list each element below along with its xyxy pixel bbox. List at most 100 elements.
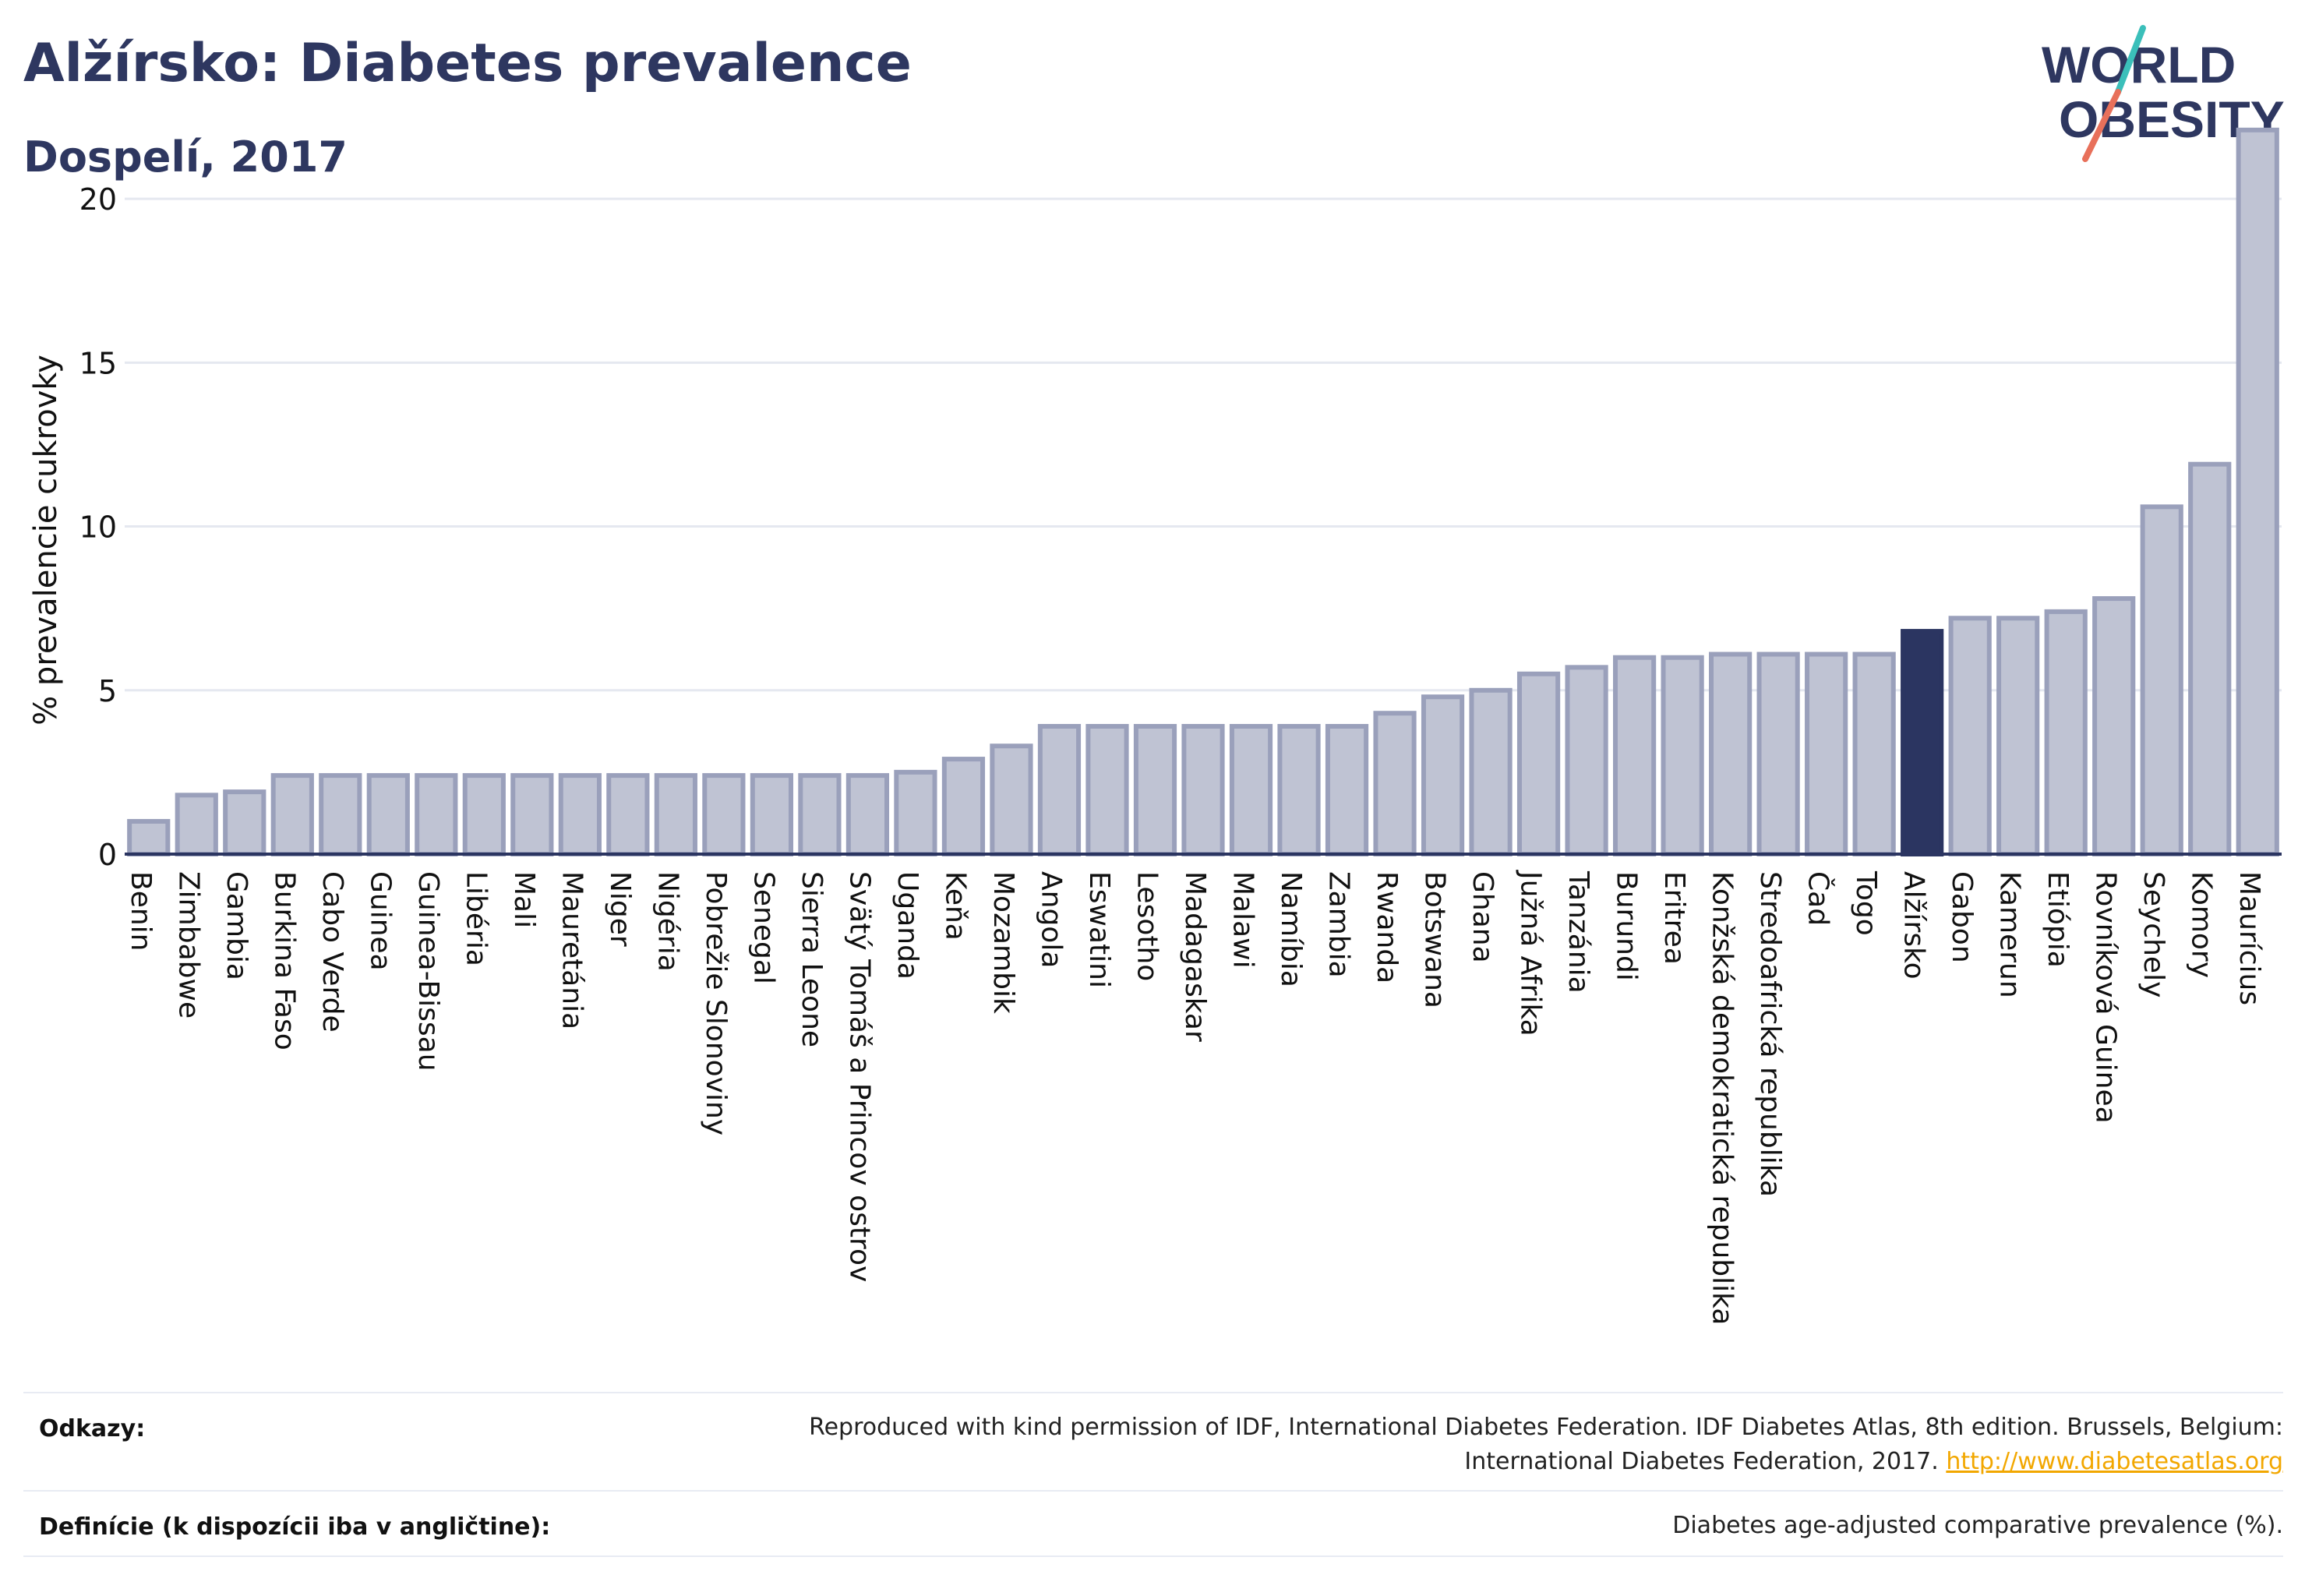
bar	[270, 773, 314, 856]
references-link[interactable]: http://www.diabetesatlas.org	[1946, 1448, 2283, 1475]
x-tick-label: Angola	[1035, 871, 1067, 968]
x-tick-label: Nigéria	[651, 871, 683, 972]
bar	[1948, 616, 1992, 857]
y-axis-ticks: 0 5 10 15 20	[79, 182, 117, 872]
x-tick-label: Ghana	[1467, 871, 1498, 963]
x-tick-label: Benin	[125, 871, 157, 951]
bar	[1181, 724, 1225, 856]
bar	[1133, 724, 1177, 856]
x-tick-label: Botswana	[1419, 871, 1451, 1008]
bar	[1661, 655, 1704, 856]
bar	[2236, 127, 2279, 857]
bar	[1565, 665, 1608, 857]
x-tick-label: Eswatini	[1083, 871, 1115, 988]
bar	[127, 818, 171, 857]
footer-divider-bottom	[23, 1555, 2283, 1557]
x-tick-label: Etiópia	[2042, 871, 2074, 968]
x-tick-label: Mauretánia	[556, 871, 588, 1029]
x-tick-label: Gabon	[1946, 871, 1978, 963]
bar	[1421, 694, 1465, 856]
chart-title: Alžírsko: Diabetes prevalence	[23, 33, 912, 94]
bar	[1469, 687, 1513, 856]
logo-slash-coral	[2082, 89, 2121, 162]
x-tick-label: Mali	[508, 871, 540, 928]
x-axis-tick-labels: Benin Zimbabwe Gambia Burkina Faso Cabo Verd…	[125, 870, 2265, 1325]
y-tick-label: 15	[79, 346, 117, 380]
bar	[2044, 609, 2088, 856]
x-tick-label: Eritrea	[1658, 871, 1690, 965]
bar	[606, 773, 650, 856]
x-tick-label: Niger	[604, 871, 636, 947]
bar	[1085, 724, 1129, 856]
bar	[798, 773, 842, 856]
x-tick-label: Pobrežie Slonoviny	[700, 871, 732, 1135]
definition-label: Definície (k dispozícii iba v angličtine…	[39, 1513, 551, 1541]
x-tick-label: Konžská demokratická republika	[1707, 871, 1738, 1325]
x-tick-label: Maurícius	[2233, 871, 2265, 1005]
x-tick-label: Namíbia	[1275, 871, 1307, 987]
bars	[127, 127, 2279, 857]
logo-slash-teal	[2115, 25, 2146, 95]
bar	[319, 773, 362, 856]
bar	[1373, 711, 1417, 856]
x-tick-label: Gambia	[221, 871, 252, 980]
x-tick-label: Guinea	[364, 871, 396, 971]
x-tick-label: Madagaskar	[1179, 871, 1211, 1042]
bar	[415, 773, 458, 856]
x-tick-label: Libéria	[460, 871, 492, 966]
bar	[1516, 671, 1561, 856]
bar	[990, 743, 1033, 857]
bar-chart: 0 5 10 15 20 % prevalencie cukrovky Benin Zim…	[28, 127, 2282, 1325]
definition-row: Definície (k dispozícii iba v angličtine…	[23, 1509, 2283, 1555]
bar	[1229, 724, 1273, 856]
bar	[1325, 724, 1369, 856]
x-tick-label: Zambia	[1323, 871, 1355, 978]
chart-subtitle: Dospelí, 2017	[23, 132, 348, 182]
x-tick-label: Stredoafrická republika	[1754, 871, 1786, 1197]
y-tick-label: 10	[79, 510, 117, 545]
bar	[1709, 651, 1753, 856]
bar	[1612, 655, 1657, 856]
bar	[510, 773, 554, 856]
bar	[558, 773, 602, 856]
x-tick-label: Južná Afrika	[1515, 870, 1547, 1036]
x-tick-label: Cabo Verde	[316, 871, 348, 1033]
x-tick-label: Togo	[1850, 870, 1882, 936]
bar	[1756, 651, 1800, 856]
y-tick-label: 5	[98, 674, 117, 708]
x-tick-label: Mozambik	[987, 871, 1019, 1014]
definition-text: Diabetes age-adjusted comparative preval…	[1672, 1512, 2283, 1539]
y-tick-label: 20	[79, 182, 117, 217]
x-tick-label: Rovníková Guinea	[2090, 871, 2122, 1124]
x-tick-label: Burundi	[1611, 871, 1643, 981]
x-tick-label: Alžírsko	[1898, 871, 1930, 980]
x-tick-label: Guinea-Bissau	[412, 871, 444, 1072]
x-tick-label: Malawi	[1227, 871, 1259, 969]
x-tick-label: Uganda	[891, 871, 923, 980]
x-tick-label: Čad	[1802, 871, 1835, 926]
references-text: Reproduced with kind permission of IDF, …	[725, 1411, 2283, 1479]
x-tick-label: Zimbabwe	[172, 871, 204, 1019]
x-tick-label: Seychely	[2137, 871, 2169, 998]
x-tick-label: Lesotho	[1131, 871, 1163, 981]
bar	[2092, 596, 2136, 856]
bar	[175, 793, 218, 857]
x-tick-label: Kamerun	[1994, 871, 2026, 998]
bar	[1852, 651, 1896, 856]
bar	[462, 773, 506, 856]
x-tick-label: Svätý Tomáš a Princov ostrov	[843, 871, 875, 1282]
bar	[654, 773, 697, 856]
bar	[223, 789, 267, 856]
x-tick-label: Keňa	[939, 871, 971, 941]
bar	[1037, 724, 1082, 856]
x-tick-label: Komory	[2186, 871, 2218, 978]
x-tick-label: Sierra Leone	[796, 871, 828, 1047]
references-label: Odkazy:	[39, 1415, 146, 1442]
x-tick-label: Tanzánia	[1562, 870, 1594, 994]
bar	[941, 757, 986, 856]
references-row: Odkazy: Reproduced with kind permission …	[23, 1411, 2283, 1488]
bar	[2188, 461, 2232, 856]
bar	[750, 773, 794, 856]
y-tick-label: 0	[98, 838, 117, 872]
x-tick-label: Senegal	[747, 871, 779, 984]
